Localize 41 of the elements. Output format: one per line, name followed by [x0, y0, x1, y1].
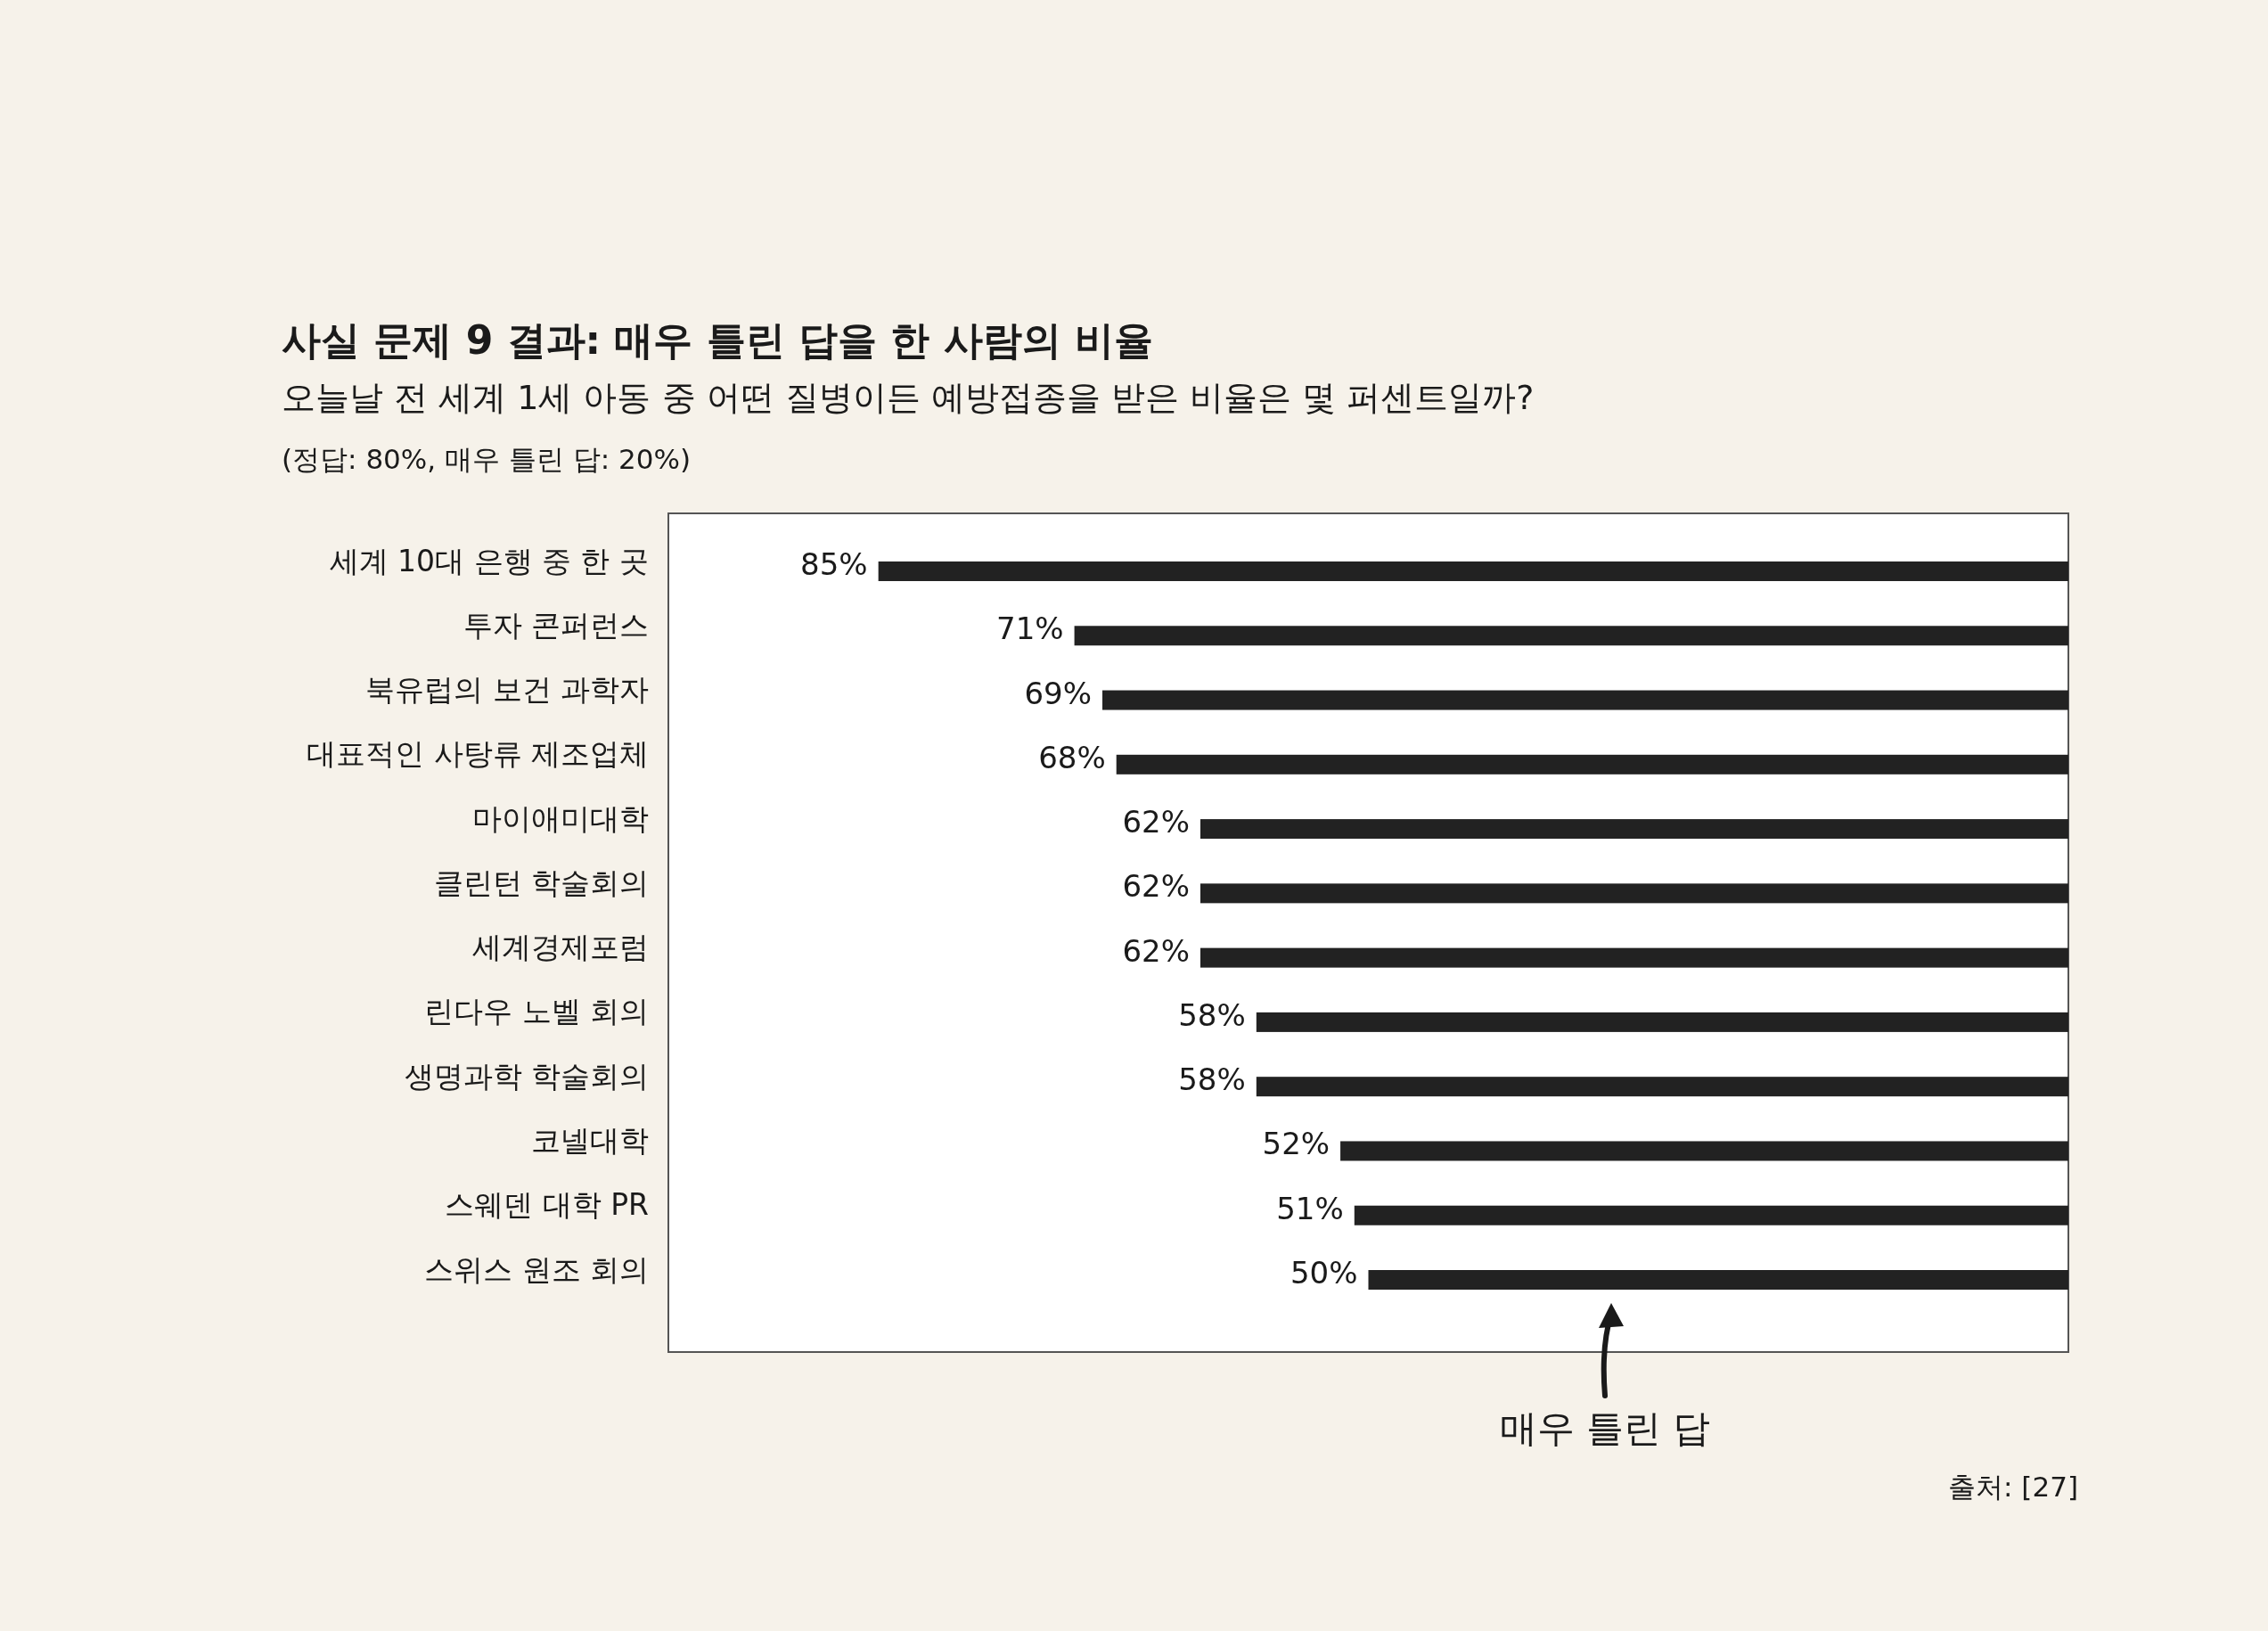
source-note: 출처: [27] [1948, 1471, 2078, 1503]
y-tick-label: 스위스 원조 회의 [424, 1251, 649, 1287]
data-label: 71% [996, 611, 1064, 647]
bar [1256, 1077, 2068, 1097]
bar [1074, 626, 2068, 646]
bar [1200, 947, 2068, 968]
data-label: 52% [1262, 1126, 1331, 1162]
y-tick-label: 생명과학 학술회의 [404, 1058, 649, 1094]
bar [1102, 690, 2068, 710]
y-tick-label: 코넬대학 [531, 1122, 649, 1158]
bar [1340, 1141, 2068, 1161]
y-tick-label: 클린턴 학술회의 [433, 865, 649, 900]
data-label: 51% [1276, 1190, 1344, 1226]
y-tick-label: 북유럽의 보건 과학자 [365, 672, 649, 708]
bar [1116, 754, 2068, 775]
y-tick-label: 스웨덴 대학 PR [445, 1187, 649, 1223]
bar [878, 561, 2068, 581]
bar [1368, 1270, 2068, 1290]
data-label: 69% [1024, 675, 1093, 711]
chart-title: 사실 문제 9 결과: 매우 틀린 답을 한 사람의 비율 [282, 316, 1154, 363]
data-label: 85% [800, 546, 868, 582]
y-tick-label: 대표적인 사탕류 제조업체 [307, 736, 649, 772]
bar [1256, 1012, 2068, 1032]
bar [1200, 883, 2068, 904]
data-label: 50% [1290, 1255, 1358, 1291]
bar [1200, 819, 2068, 840]
data-label: 68% [1038, 739, 1106, 775]
y-tick-label: 린다우 노벨 회의 [424, 994, 649, 1029]
data-label: 62% [1122, 868, 1190, 905]
y-tick-label: 투자 콘퍼런스 [463, 607, 649, 643]
data-label: 62% [1122, 804, 1190, 840]
y-tick-label: 마이애미대학 [472, 800, 649, 836]
text: (정답: 80%, 매우 틀린 답: 20%) [282, 443, 692, 475]
y-tick-label: 세계경제포럼 [472, 930, 649, 965]
data-label: 58% [1178, 1061, 1246, 1098]
bar [1354, 1205, 2068, 1225]
data-label: 62% [1122, 932, 1190, 969]
chart-subtitle: 오늘날 전 세계 1세 아동 중 어떤 질병이든 예방접종을 받은 비율은 몇 퍼센트일까? [282, 378, 1535, 417]
y-tick-label: 세계 10대 은행 중 한 곳 [329, 543, 649, 578]
text: 매우 틀린 답 [1499, 1406, 1711, 1450]
data-label: 58% [1178, 996, 1246, 1033]
